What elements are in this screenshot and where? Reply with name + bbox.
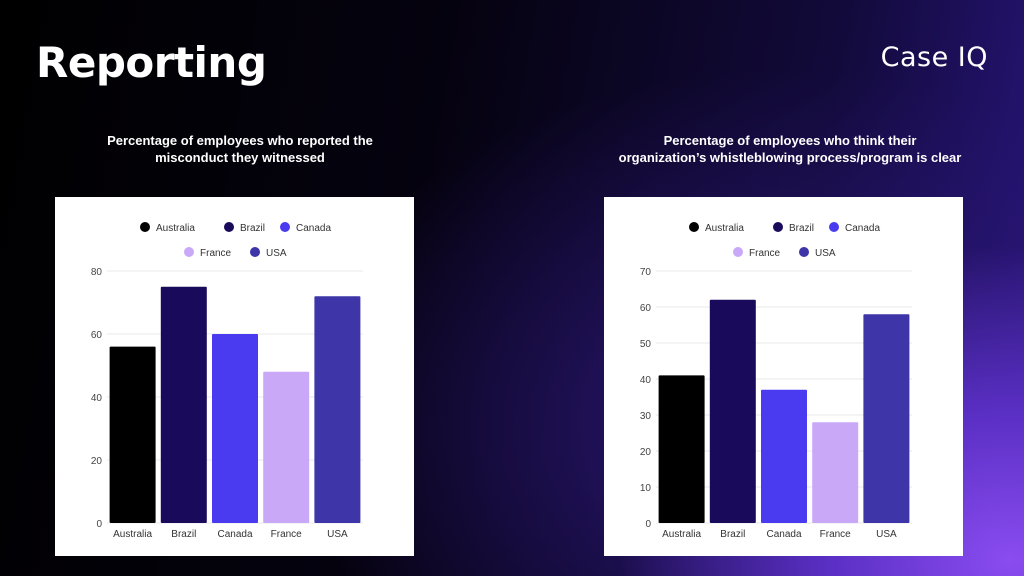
x-tick-label-france: France xyxy=(271,529,303,540)
x-tick-label-france: France xyxy=(820,529,852,540)
chart-1-card: Australia Brazil Canada France USA 0 20 40 60 80 A… xyxy=(55,197,414,556)
bar-australia xyxy=(658,375,705,523)
legend-marker-france xyxy=(184,247,194,257)
legend-marker-australia xyxy=(140,222,150,232)
x-tick-label-brazil: Brazil xyxy=(720,529,745,540)
chart-1-svg: Australia Brazil Canada France USA 0 20 40 60 80 A… xyxy=(91,222,363,540)
legend-marker-france xyxy=(733,247,743,257)
legend-marker-usa xyxy=(250,247,260,257)
legend-marker-usa xyxy=(799,247,809,257)
x-tick-label-australia: Australia xyxy=(662,529,701,540)
legend-marker-canada xyxy=(829,222,839,232)
y-tick-label-20: 20 xyxy=(91,456,103,467)
y-tick-label-10: 10 xyxy=(640,483,652,494)
chart-1-title: Percentage of employees who reported the… xyxy=(60,132,420,166)
legend-label-france: France xyxy=(749,248,781,259)
legend-marker-brazil xyxy=(773,222,783,232)
legend-label-usa: USA xyxy=(815,248,836,259)
chart-1-title-line1: Percentage of employees who reported the xyxy=(107,133,373,148)
y-tick-label-40: 40 xyxy=(91,393,103,404)
chart-2-card: Australia Brazil Canada France USA 0 10 20 30 40 5… xyxy=(604,197,963,556)
bar-usa xyxy=(863,314,910,523)
y-tick-label-70: 70 xyxy=(640,267,652,278)
case-iq-logo: Case IQ xyxy=(880,42,988,73)
y-tick-label-60: 60 xyxy=(640,303,652,314)
legend-label-australia: Australia xyxy=(156,223,195,234)
chart-2-title-line2: organization’s whistleblowing process/pr… xyxy=(618,150,962,165)
x-tick-label-canada: Canada xyxy=(766,529,801,540)
bar-brazil xyxy=(160,286,207,523)
bar-france xyxy=(812,422,859,523)
y-tick-label-0: 0 xyxy=(96,519,102,530)
bar-australia xyxy=(109,346,156,523)
y-tick-label-40: 40 xyxy=(640,375,652,386)
y-tick-label-20: 20 xyxy=(640,447,652,458)
page-title: Reporting xyxy=(36,38,267,87)
x-tick-label-canada: Canada xyxy=(217,529,252,540)
bar-canada xyxy=(761,389,807,523)
chart-2-title: Percentage of employees who think their … xyxy=(580,132,1000,166)
x-tick-label-australia: Australia xyxy=(113,529,152,540)
y-tick-label-60: 60 xyxy=(91,330,103,341)
legend-label-usa: USA xyxy=(266,248,287,259)
legend-marker-brazil xyxy=(224,222,234,232)
bar-usa xyxy=(314,296,361,523)
bar-brazil xyxy=(709,299,756,523)
x-tick-label-usa: USA xyxy=(876,529,897,540)
legend-label-canada: Canada xyxy=(296,223,331,234)
legend-label-brazil: Brazil xyxy=(789,223,814,234)
legend-marker-australia xyxy=(689,222,699,232)
y-tick-label-80: 80 xyxy=(91,267,103,278)
x-tick-label-brazil: Brazil xyxy=(171,529,196,540)
y-tick-label-50: 50 xyxy=(640,339,652,350)
legend-marker-canada xyxy=(280,222,290,232)
y-tick-label-30: 30 xyxy=(640,411,652,422)
y-tick-label-0: 0 xyxy=(645,519,651,530)
legend-label-australia: Australia xyxy=(705,223,744,234)
chart-1-title-line2: misconduct they witnessed xyxy=(155,150,325,165)
chart-2-title-line1: Percentage of employees who think their xyxy=(663,133,917,148)
bar-france xyxy=(263,371,310,523)
legend-label-france: France xyxy=(200,248,232,259)
legend-label-brazil: Brazil xyxy=(240,223,265,234)
bar-canada xyxy=(212,334,258,523)
x-tick-label-usa: USA xyxy=(327,529,348,540)
chart-2-svg: Australia Brazil Canada France USA 0 10 20 30 40 5… xyxy=(640,222,912,540)
legend-label-canada: Canada xyxy=(845,223,880,234)
